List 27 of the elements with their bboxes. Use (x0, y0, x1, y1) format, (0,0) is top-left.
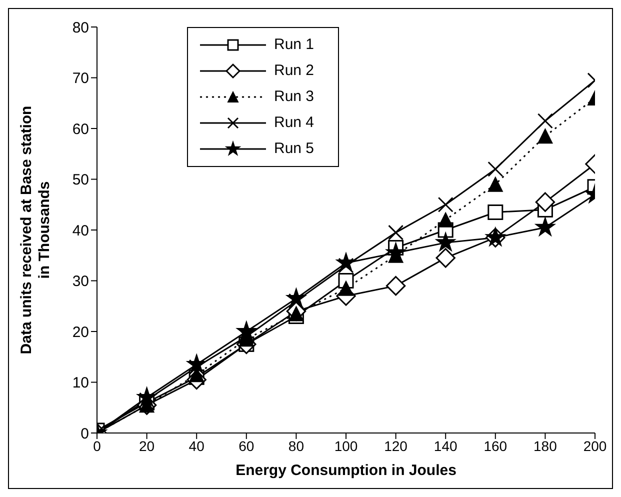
x-tick-label: 0 (93, 438, 102, 454)
legend-label: Run 5 (274, 139, 314, 159)
y-tick-label: 80 (72, 19, 89, 36)
legend-label: Run 3 (274, 87, 314, 107)
y-axis-title: Data units received at Base station in Thousands (18, 106, 53, 354)
y-tick-label: 40 (72, 222, 89, 240)
y-tick-label: 60 (72, 120, 89, 138)
x-tick-label: 80 (288, 438, 304, 454)
x-tick-label: 160 (484, 438, 508, 454)
legend-label: Run 1 (274, 35, 314, 55)
x-tick-label: 60 (238, 438, 254, 454)
x-tick-label: 140 (434, 438, 458, 454)
x-axis-title: Energy Consumption in Joules (236, 462, 456, 479)
y-tick-label: 20 (72, 324, 89, 341)
x-tick-label: 20 (139, 438, 155, 454)
x-tick-label: 100 (334, 438, 358, 454)
y-tick-label: 70 (72, 70, 89, 88)
x-tick-label: 200 (583, 438, 607, 454)
y-tick-label: 0 (80, 425, 89, 442)
x-tick-label: 120 (384, 438, 408, 454)
x-tick-label: 180 (534, 438, 558, 454)
y-tick-label: 50 (72, 172, 89, 189)
x-tick-label: 40 (188, 438, 205, 454)
y-tick-label: 10 (72, 374, 89, 392)
y-tick-label: 30 (72, 273, 89, 290)
legend-label: Run 2 (274, 61, 314, 81)
legend-label: Run 4 (274, 113, 314, 133)
